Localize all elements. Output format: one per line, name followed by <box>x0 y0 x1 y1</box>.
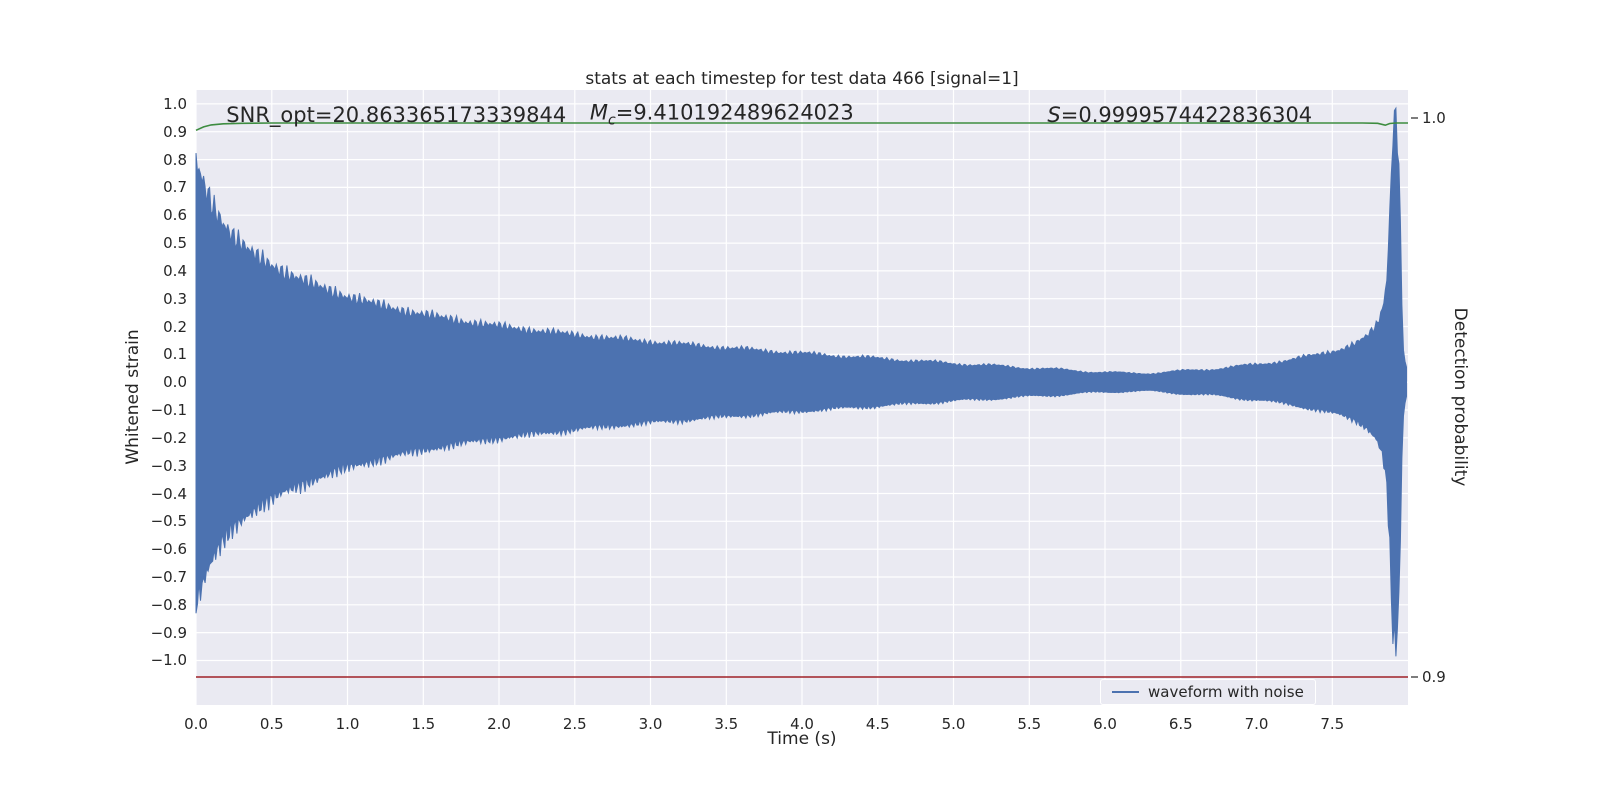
waveform-envelope <box>195 106 1407 657</box>
legend-line-sample <box>1112 691 1139 693</box>
annotation-s: S=0.9999574422836304 <box>1047 102 1313 127</box>
y-tick-label: −0.6 <box>150 540 187 559</box>
legend-label: waveform with noise <box>1148 683 1304 701</box>
y-tick-label-right: 0.9 <box>1422 668 1446 687</box>
y-tick-label: 0.7 <box>163 178 187 197</box>
annotation-snr: SNR_opt=20.863365173339844 <box>226 102 567 127</box>
y-tick-label: −0.5 <box>150 512 187 531</box>
y-tick-label: −0.1 <box>150 401 187 420</box>
y-tick-label: −0.7 <box>150 567 187 586</box>
detection-probability-line <box>195 122 1408 132</box>
x-tick-label: 1.5 <box>411 715 436 733</box>
x-axis-label: Time (s) <box>767 729 837 749</box>
y-tick-label: 0.5 <box>163 234 187 253</box>
x-tick-label: 7.0 <box>1244 715 1269 733</box>
y-tick-label: −0.4 <box>150 484 187 503</box>
y-tick-label: 1.0 <box>163 94 187 113</box>
y-tick-label: −0.8 <box>150 595 187 614</box>
y-tick-label: 0.6 <box>163 206 187 225</box>
y-tick-label: 0.2 <box>163 317 187 336</box>
x-tick-label: 2.5 <box>562 715 587 733</box>
annotation-mc: Mc=9.410192489624023 <box>589 100 854 129</box>
x-tick-label: 3.0 <box>638 715 663 733</box>
x-tick-label: 4.5 <box>865 715 890 733</box>
x-tick-label: 0.5 <box>259 715 284 733</box>
x-tick-label: 6.0 <box>1093 715 1117 733</box>
x-tick-label: 7.5 <box>1320 715 1345 733</box>
y-tick-label: −0.3 <box>150 456 187 475</box>
y-axis-label-right: Detection probability <box>1450 307 1470 487</box>
x-tick-label: 5.5 <box>1017 715 1042 733</box>
x-tick-label: 6.5 <box>1168 715 1193 733</box>
x-tick-label: 4.0 <box>790 715 814 733</box>
y-tick-label: 0.9 <box>163 122 187 141</box>
y-tick-label: 0.4 <box>163 261 187 280</box>
chart-title: stats at each timestep for test data 466… <box>585 69 1019 89</box>
y-tick-label: 0.1 <box>163 345 187 364</box>
y-axis-label-left: Whitened strain <box>123 329 143 465</box>
y-tick-label: −1.0 <box>150 651 187 670</box>
y-tick-label: 0.3 <box>163 289 187 308</box>
x-tick-label: 1.0 <box>335 715 360 733</box>
legend: waveform with noise <box>1100 679 1316 705</box>
x-tick-label: 5.0 <box>941 715 966 733</box>
x-tick-label: 2.0 <box>487 715 511 733</box>
y-tick-label-right: 1.0 <box>1422 108 1446 127</box>
y-tick-label: −0.9 <box>150 623 187 642</box>
y-tick-label: 0.0 <box>163 373 187 392</box>
x-tick-label: 0.0 <box>184 715 208 733</box>
y-tick-label: −0.2 <box>150 428 187 447</box>
y-tick-label: 0.8 <box>163 150 187 169</box>
x-tick-label: 3.5 <box>714 715 739 733</box>
